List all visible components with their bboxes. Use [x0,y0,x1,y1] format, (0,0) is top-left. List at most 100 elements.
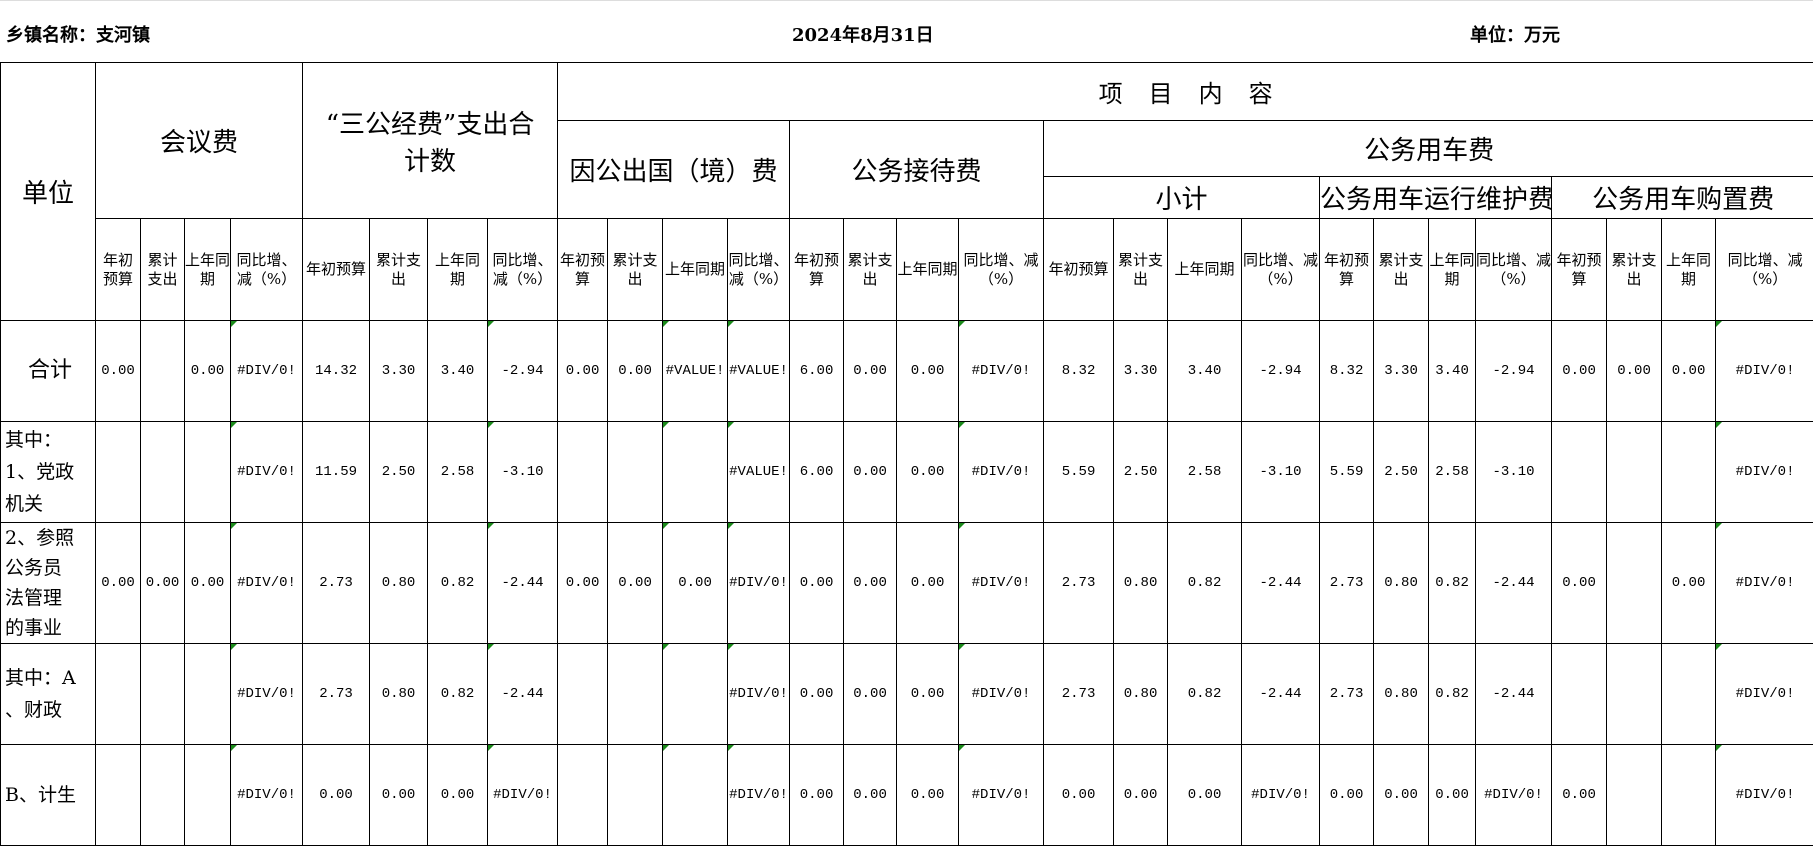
vehicle-maintenance-budget-cell[interactable]: 5.59 [1320,422,1374,523]
meeting-cumulative-cell[interactable] [141,644,185,745]
abroad-budget-cell[interactable] [558,745,608,846]
vehicle-maintenance-yoy-change-cell[interactable]: -2.44 [1476,644,1552,745]
vehicle-purchase-yoy-change-cell[interactable]: #DIV/0! [1716,523,1813,644]
vehicle-subtotal-last-year-cell[interactable]: 2.58 [1168,422,1242,523]
three-total-cumulative-cell[interactable]: 3.30 [370,321,428,422]
vehicle-maintenance-yoy-change-cell[interactable]: -3.10 [1476,422,1552,523]
vehicle-subtotal-cumulative-cell[interactable]: 0.80 [1114,644,1168,745]
vehicle-subtotal-cumulative-cell[interactable]: 2.50 [1114,422,1168,523]
meeting-last-year-cell[interactable]: 0.00 [185,523,231,644]
meeting-yoy-change-cell[interactable]: #DIV/0! [231,422,303,523]
vehicle-purchase-budget-cell[interactable]: 0.00 [1552,523,1607,644]
three-total-cumulative-cell[interactable]: 2.50 [370,422,428,523]
abroad-last-year-cell[interactable] [663,745,728,846]
meeting-yoy-change-cell[interactable]: #DIV/0! [231,644,303,745]
abroad-budget-cell[interactable]: 0.00 [558,523,608,644]
vehicle-maintenance-last-year-cell[interactable]: 3.40 [1429,321,1476,422]
vehicle-subtotal-last-year-cell[interactable]: 3.40 [1168,321,1242,422]
vehicle-maintenance-cumulative-cell[interactable]: 0.00 [1374,745,1429,846]
vehicle-subtotal-budget-cell[interactable]: 2.73 [1044,523,1114,644]
vehicle-subtotal-yoy-change-cell[interactable]: -2.44 [1242,523,1320,644]
vehicle-purchase-yoy-change-cell[interactable]: #DIV/0! [1716,644,1813,745]
vehicle-subtotal-yoy-change-cell[interactable]: #DIV/0! [1242,745,1320,846]
vehicle-subtotal-last-year-cell[interactable]: 0.00 [1168,745,1242,846]
reception-cumulative-cell[interactable]: 0.00 [844,422,897,523]
meeting-budget-cell[interactable] [96,644,141,745]
vehicle-purchase-budget-cell[interactable]: 0.00 [1552,321,1607,422]
abroad-cumulative-cell[interactable] [608,422,663,523]
three-total-budget-cell[interactable]: 11.59 [303,422,370,523]
three-total-last-year-cell[interactable]: 0.00 [428,745,488,846]
three-total-budget-cell[interactable]: 0.00 [303,745,370,846]
meeting-last-year-cell[interactable]: 0.00 [185,321,231,422]
reception-budget-cell[interactable]: 6.00 [790,422,844,523]
abroad-cumulative-cell[interactable] [608,745,663,846]
meeting-budget-cell[interactable]: 0.00 [96,321,141,422]
three-total-yoy-change-cell[interactable]: -2.44 [488,644,558,745]
abroad-last-year-cell[interactable] [663,644,728,745]
abroad-budget-cell[interactable] [558,644,608,745]
vehicle-maintenance-cumulative-cell[interactable]: 0.80 [1374,644,1429,745]
vehicle-purchase-last-year-cell[interactable] [1662,644,1716,745]
reception-last-year-cell[interactable]: 0.00 [897,745,959,846]
reception-yoy-change-cell[interactable]: #DIV/0! [959,523,1044,644]
reception-budget-cell[interactable]: 0.00 [790,644,844,745]
meeting-last-year-cell[interactable] [185,422,231,523]
vehicle-purchase-cumulative-cell[interactable] [1607,644,1662,745]
vehicle-purchase-last-year-cell[interactable]: 0.00 [1662,523,1716,644]
reception-budget-cell[interactable]: 0.00 [790,745,844,846]
three-total-yoy-change-cell[interactable]: -3.10 [488,422,558,523]
reception-cumulative-cell[interactable]: 0.00 [844,321,897,422]
vehicle-purchase-budget-cell[interactable]: 0.00 [1552,745,1607,846]
vehicle-subtotal-last-year-cell[interactable]: 0.82 [1168,523,1242,644]
three-total-last-year-cell[interactable]: 3.40 [428,321,488,422]
vehicle-purchase-last-year-cell[interactable]: 0.00 [1662,321,1716,422]
meeting-budget-cell[interactable] [96,745,141,846]
three-total-budget-cell[interactable]: 14.32 [303,321,370,422]
vehicle-purchase-cumulative-cell[interactable] [1607,745,1662,846]
vehicle-subtotal-budget-cell[interactable]: 0.00 [1044,745,1114,846]
reception-budget-cell[interactable]: 6.00 [790,321,844,422]
abroad-last-year-cell[interactable]: 0.00 [663,523,728,644]
vehicle-maintenance-cumulative-cell[interactable]: 3.30 [1374,321,1429,422]
vehicle-subtotal-budget-cell[interactable]: 8.32 [1044,321,1114,422]
abroad-yoy-change-cell[interactable]: #DIV/0! [728,745,790,846]
reception-yoy-change-cell[interactable]: #DIV/0! [959,644,1044,745]
vehicle-purchase-cumulative-cell[interactable] [1607,422,1662,523]
three-total-last-year-cell[interactable]: 2.58 [428,422,488,523]
vehicle-maintenance-yoy-change-cell[interactable]: -2.44 [1476,523,1552,644]
reception-cumulative-cell[interactable]: 0.00 [844,644,897,745]
vehicle-purchase-budget-cell[interactable] [1552,422,1607,523]
vehicle-purchase-cumulative-cell[interactable] [1607,523,1662,644]
three-total-cumulative-cell[interactable]: 0.80 [370,523,428,644]
vehicle-maintenance-cumulative-cell[interactable]: 0.80 [1374,523,1429,644]
vehicle-purchase-cumulative-cell[interactable]: 0.00 [1607,321,1662,422]
three-total-last-year-cell[interactable]: 0.82 [428,644,488,745]
abroad-cumulative-cell[interactable]: 0.00 [608,321,663,422]
vehicle-subtotal-cumulative-cell[interactable]: 0.00 [1114,745,1168,846]
abroad-last-year-cell[interactable] [663,422,728,523]
three-total-yoy-change-cell[interactable]: -2.94 [488,321,558,422]
meeting-cumulative-cell[interactable] [141,321,185,422]
reception-last-year-cell[interactable]: 0.00 [897,644,959,745]
meeting-yoy-change-cell[interactable]: #DIV/0! [231,745,303,846]
vehicle-maintenance-budget-cell[interactable]: 8.32 [1320,321,1374,422]
reception-cumulative-cell[interactable]: 0.00 [844,523,897,644]
vehicle-subtotal-cumulative-cell[interactable]: 0.80 [1114,523,1168,644]
vehicle-maintenance-yoy-change-cell[interactable]: #DIV/0! [1476,745,1552,846]
vehicle-purchase-budget-cell[interactable] [1552,644,1607,745]
three-total-yoy-change-cell[interactable]: -2.44 [488,523,558,644]
abroad-yoy-change-cell[interactable]: #DIV/0! [728,523,790,644]
vehicle-subtotal-budget-cell[interactable]: 2.73 [1044,644,1114,745]
vehicle-subtotal-yoy-change-cell[interactable]: -2.94 [1242,321,1320,422]
abroad-cumulative-cell[interactable] [608,644,663,745]
meeting-cumulative-cell[interactable] [141,745,185,846]
abroad-last-year-cell[interactable]: #VALUE! [663,321,728,422]
abroad-budget-cell[interactable] [558,422,608,523]
abroad-cumulative-cell[interactable]: 0.00 [608,523,663,644]
reception-budget-cell[interactable]: 0.00 [790,523,844,644]
vehicle-subtotal-last-year-cell[interactable]: 0.82 [1168,644,1242,745]
meeting-last-year-cell[interactable] [185,745,231,846]
reception-last-year-cell[interactable]: 0.00 [897,523,959,644]
vehicle-purchase-last-year-cell[interactable] [1662,422,1716,523]
